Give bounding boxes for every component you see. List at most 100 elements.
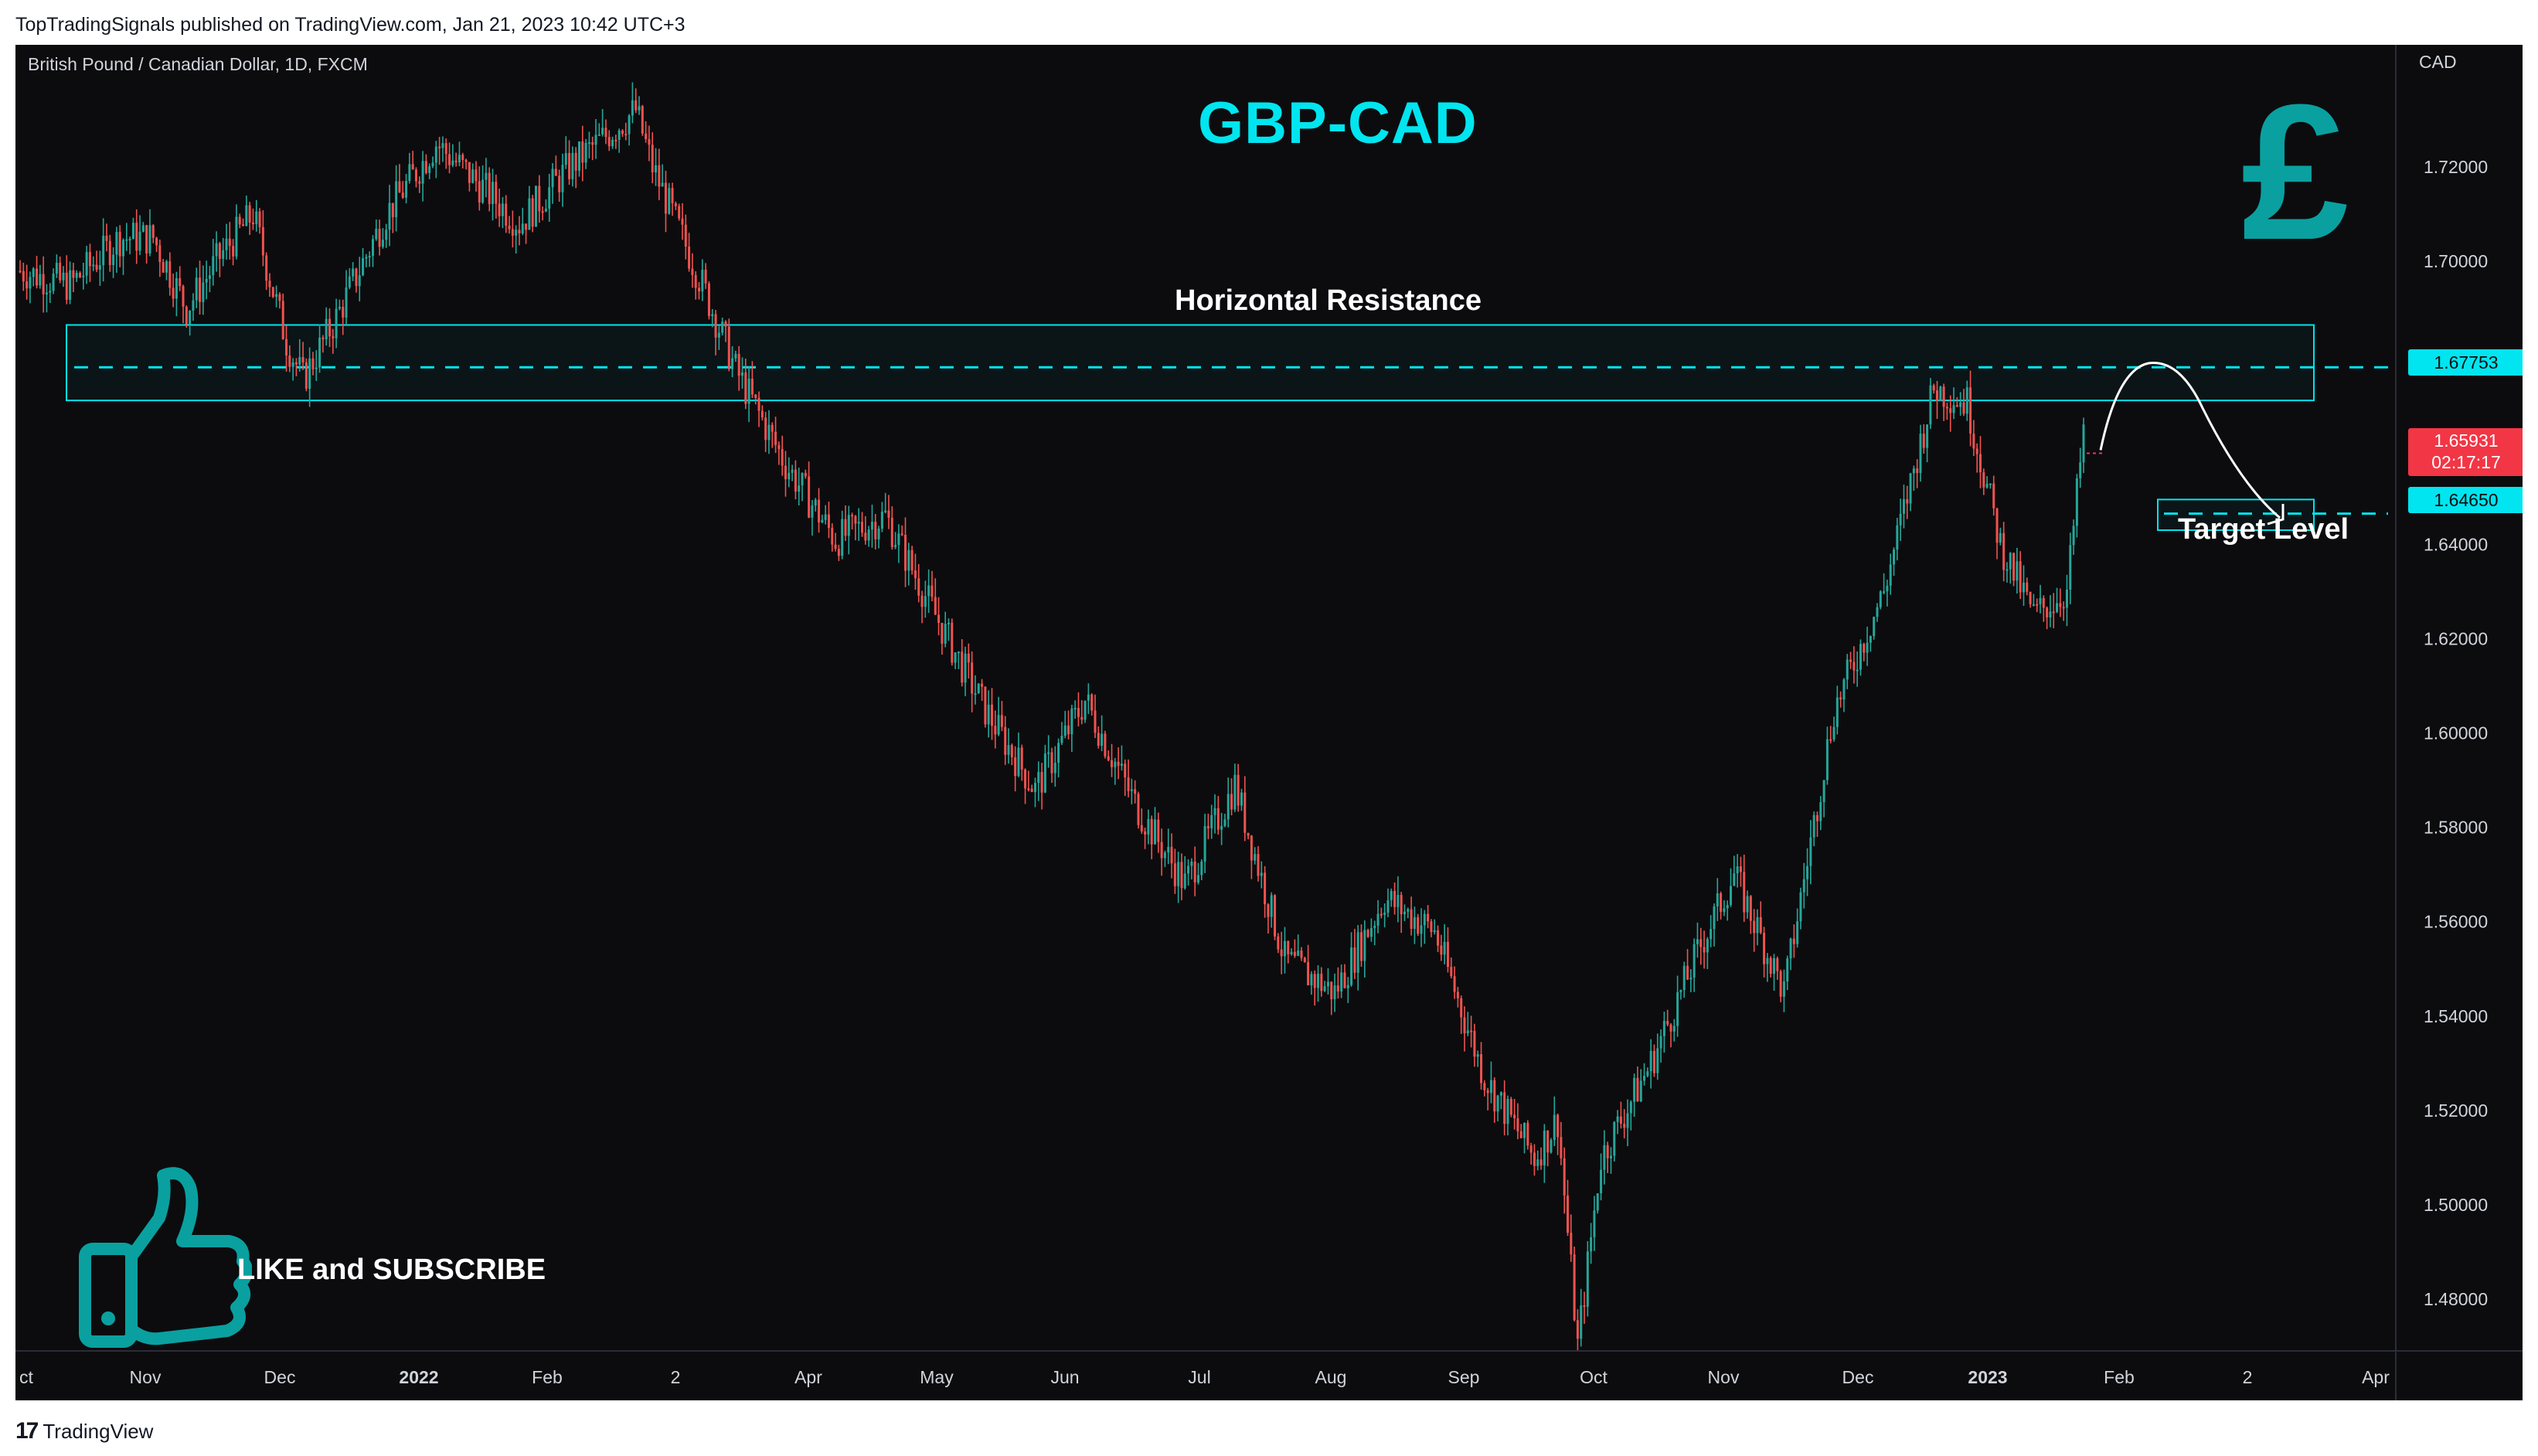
candle-body xyxy=(258,211,261,227)
candle-body xyxy=(951,622,954,663)
candle-body xyxy=(1586,1251,1589,1307)
candle-body xyxy=(1183,873,1186,889)
candle-body xyxy=(375,229,378,240)
last-price-tag: 1.65931 02:17:17 xyxy=(2408,428,2523,476)
candle-body xyxy=(1247,832,1250,836)
candle-body xyxy=(371,239,374,257)
candle-body xyxy=(281,301,284,339)
candle-body xyxy=(1699,939,1703,947)
candle-body xyxy=(617,130,621,140)
candle-body xyxy=(1526,1122,1529,1146)
candle-body xyxy=(401,192,404,198)
candle-body xyxy=(711,314,714,316)
candle-body xyxy=(1390,890,1393,900)
x-tick-label: Apr xyxy=(794,1367,822,1387)
candle-body xyxy=(1656,1048,1659,1073)
candle-body xyxy=(1846,659,1849,680)
candle-body xyxy=(1250,835,1253,861)
candle-body xyxy=(1117,761,1120,766)
candle-body xyxy=(1206,825,1209,828)
candle-body xyxy=(771,424,774,432)
candle-body xyxy=(112,254,115,266)
candle-body xyxy=(1326,981,1329,987)
candle-body xyxy=(784,465,787,480)
candle-body xyxy=(1223,819,1226,826)
candle-body xyxy=(541,211,544,213)
candle-body xyxy=(694,274,697,288)
tradingview-logo-icon: 17 xyxy=(15,1418,39,1444)
candle-body xyxy=(1746,896,1749,913)
candle-body xyxy=(235,216,238,257)
candle-body xyxy=(655,165,658,173)
candle-body xyxy=(418,181,421,184)
candle-body xyxy=(1573,1254,1576,1321)
candle-body xyxy=(381,240,384,247)
candle-body xyxy=(1343,972,1346,988)
candle-body xyxy=(571,152,574,179)
candle-body xyxy=(681,218,684,225)
candle-body xyxy=(195,277,198,301)
candle-body xyxy=(444,143,447,155)
candle-body xyxy=(684,224,687,247)
candle-body xyxy=(1536,1159,1539,1166)
candle-body xyxy=(604,128,607,138)
candle-body xyxy=(1932,385,1935,391)
candle-body xyxy=(1982,472,1985,488)
candle-body xyxy=(1290,951,1293,954)
candle-body xyxy=(485,172,488,180)
candle-body xyxy=(1939,386,1942,401)
candle-body xyxy=(69,270,72,300)
candle-body xyxy=(1736,866,1739,874)
candle-body xyxy=(1287,941,1290,954)
candle-body xyxy=(395,181,398,218)
candle-body xyxy=(448,154,451,165)
candle-body xyxy=(1856,669,1859,672)
candle-body xyxy=(987,704,990,725)
candle-body xyxy=(1866,642,1869,653)
candle-body xyxy=(887,510,890,518)
candle-body xyxy=(1147,818,1150,835)
candle-body xyxy=(814,499,817,506)
candle-body xyxy=(352,268,355,277)
chart-frame[interactable]: CAD1.720001.700001.680001.660001.640001.… xyxy=(15,45,2523,1400)
x-tick-label: Dec xyxy=(1842,1367,1874,1387)
y-tick-label: 1.60000 xyxy=(2424,723,2488,743)
candle-body xyxy=(890,517,893,547)
candle-body xyxy=(551,168,554,188)
candle-body xyxy=(1443,941,1446,955)
candle-body xyxy=(1410,909,1413,929)
candle-body xyxy=(791,469,794,473)
candle-body xyxy=(1835,697,1839,727)
candle-body xyxy=(1000,715,1003,727)
candle-body xyxy=(1196,875,1199,883)
candle-body xyxy=(2069,545,2072,590)
candle-body xyxy=(298,357,301,365)
candle-body xyxy=(1111,760,1114,767)
candle-body xyxy=(1792,938,1795,944)
candle-body xyxy=(927,585,930,597)
candle-body xyxy=(1563,1158,1566,1196)
candle-body xyxy=(1047,752,1050,754)
candle-body xyxy=(1825,739,1829,781)
candle-body xyxy=(2039,597,2042,604)
candle-body xyxy=(717,332,720,338)
candle-body xyxy=(628,115,631,134)
candle-body xyxy=(148,225,151,253)
candle-body xyxy=(1789,938,1792,959)
candle-body xyxy=(974,693,977,696)
candle-body xyxy=(1672,1026,1676,1032)
candle-body xyxy=(1187,866,1190,874)
candle-body xyxy=(1879,591,1882,607)
candle-body xyxy=(897,533,900,546)
candle-body xyxy=(1945,407,1948,409)
candle-body xyxy=(1130,789,1133,791)
candle-body xyxy=(1965,387,1968,414)
candle-body xyxy=(1676,992,1679,1026)
candle-body xyxy=(358,275,361,287)
projection-arrowhead xyxy=(2267,504,2285,526)
candle-body xyxy=(1763,932,1766,964)
candlestick-chart[interactable]: CAD1.720001.700001.680001.660001.640001.… xyxy=(15,45,2523,1400)
candle-body xyxy=(1330,981,1333,1000)
candle-body xyxy=(251,222,254,225)
candle-body xyxy=(1516,1118,1519,1131)
